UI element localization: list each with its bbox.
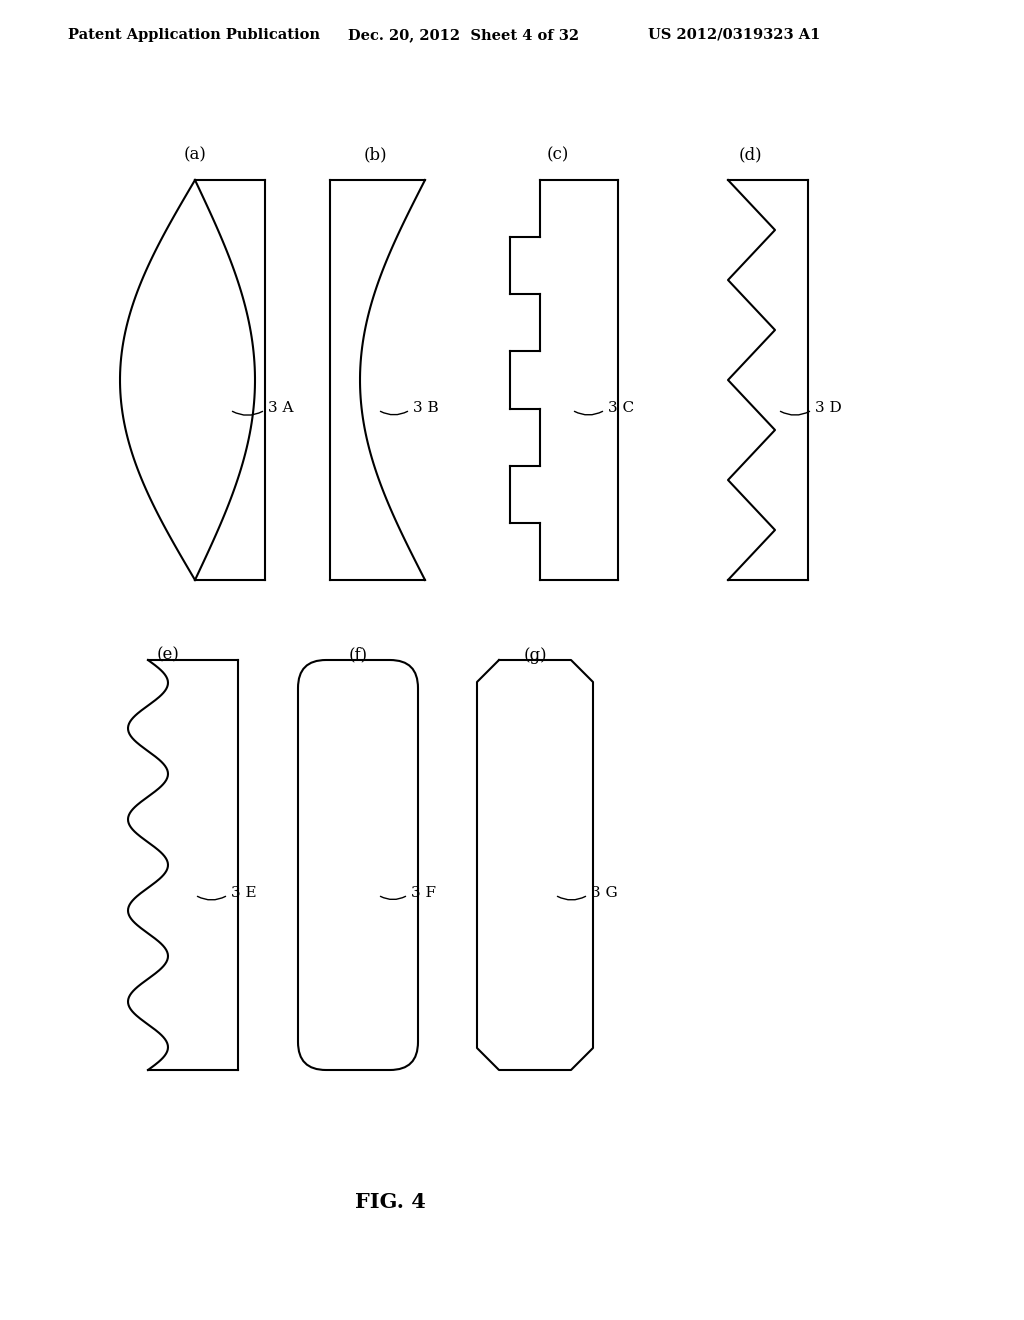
Text: (b): (b) (364, 147, 387, 164)
Text: 3 G: 3 G (591, 886, 617, 900)
Text: (e): (e) (157, 647, 179, 664)
Text: (f): (f) (348, 647, 368, 664)
Text: 3 A: 3 A (268, 401, 294, 414)
Text: 3 D: 3 D (815, 401, 842, 414)
Text: 3 C: 3 C (608, 401, 634, 414)
Text: (d): (d) (738, 147, 762, 164)
Text: (c): (c) (547, 147, 569, 164)
Text: 3 F: 3 F (411, 886, 436, 900)
Text: (a): (a) (183, 147, 207, 164)
Text: Patent Application Publication: Patent Application Publication (68, 28, 319, 42)
Text: 3 B: 3 B (413, 401, 438, 414)
Text: (g): (g) (523, 647, 547, 664)
Text: US 2012/0319323 A1: US 2012/0319323 A1 (648, 28, 820, 42)
Text: FIG. 4: FIG. 4 (354, 1192, 425, 1212)
Text: Dec. 20, 2012  Sheet 4 of 32: Dec. 20, 2012 Sheet 4 of 32 (348, 28, 580, 42)
Text: 3 E: 3 E (231, 886, 257, 900)
